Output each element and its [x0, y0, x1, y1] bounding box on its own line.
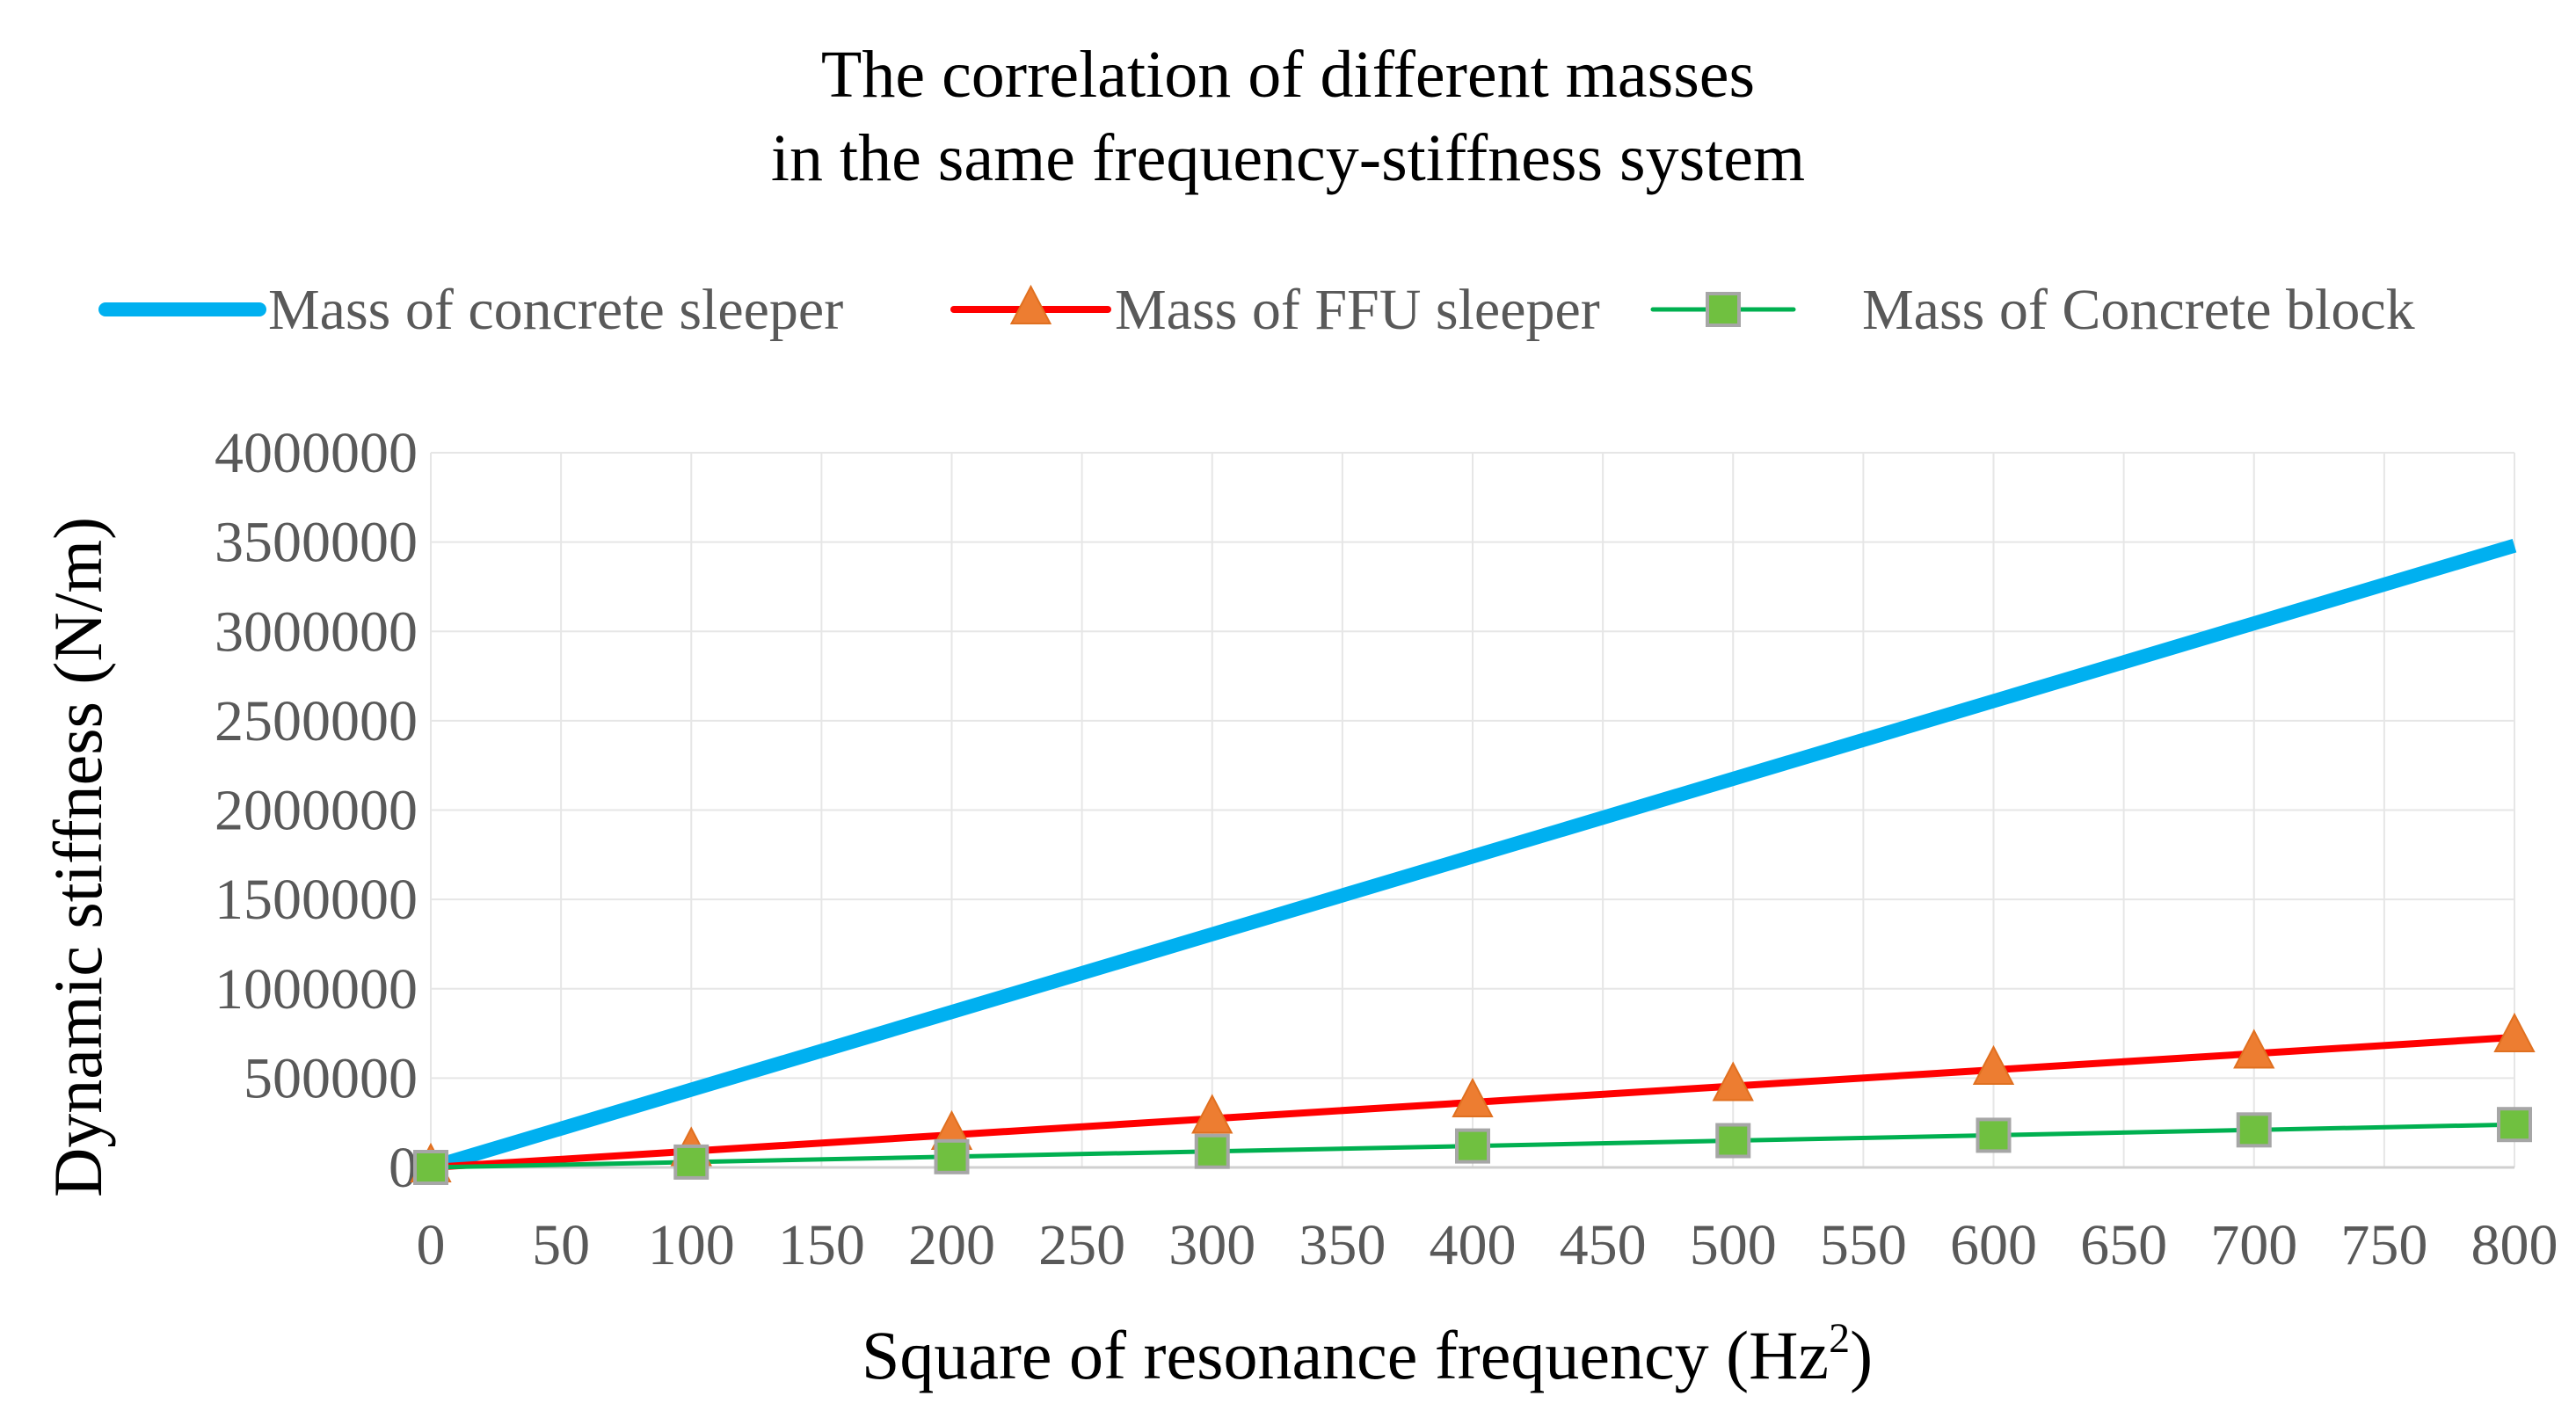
- grid: [430, 452, 2515, 1169]
- series-line-1: [428, 539, 2517, 1174]
- square-marker: [673, 1144, 709, 1180]
- y-axis-title: Dynamic stiffness (N/m): [40, 517, 116, 1197]
- y-axis-ticks: 0 500000 1000000 1500000 2000000 2500000 30000…: [215, 421, 418, 1200]
- legend-square-marker: [1706, 292, 1741, 327]
- y-tick-label: 1000000: [215, 957, 418, 1021]
- y-tick-label: 2500000: [215, 689, 418, 753]
- square-marker: [2236, 1112, 2272, 1148]
- series-markers: [410, 1012, 2536, 1185]
- y-tick-label: 0: [389, 1136, 418, 1200]
- y-tick-label: 3500000: [215, 511, 418, 575]
- triangle-marker: [2493, 1012, 2536, 1053]
- square-marker: [1715, 1123, 1751, 1159]
- legend-label-1: Mass of concrete sleeper: [268, 278, 843, 342]
- triangle-marker: [1712, 1061, 1754, 1101]
- x-tick-label: 450: [1560, 1213, 1647, 1277]
- square-marker: [1455, 1128, 1490, 1164]
- x-tick-label: 250: [1038, 1213, 1125, 1277]
- y-tick-label: 500000: [244, 1046, 418, 1110]
- x-axis-title-superscript: 2: [1829, 1315, 1850, 1362]
- x-tick-label: 150: [778, 1213, 865, 1277]
- square-marker: [1194, 1133, 1230, 1169]
- x-axis-ticks: 0 50 100 150 200 250 300 350 400 450 500 550 600 650 7…: [417, 1213, 2558, 1277]
- y-tick-label: 4000000: [215, 421, 418, 485]
- triangle-marker: [2233, 1029, 2275, 1069]
- x-axis-title-main: Square of resonance frequency (Hz: [862, 1317, 1829, 1393]
- x-tick-label: 600: [1950, 1213, 2037, 1277]
- x-tick-label: 200: [908, 1213, 995, 1277]
- triangle-marker: [1191, 1094, 1233, 1134]
- chart-title-line-2: in the same frequency-stiffness system: [771, 121, 1805, 195]
- square-marker: [2497, 1107, 2532, 1143]
- triangle-marker: [1972, 1044, 2015, 1086]
- legend-triangle-marker: [1009, 284, 1052, 324]
- x-tick-label: 650: [2080, 1213, 2167, 1277]
- y-tick-label: 1500000: [215, 868, 418, 932]
- x-tick-label: 0: [417, 1213, 446, 1277]
- legend: Mass of concrete sleeper Mass of FFU slee…: [98, 278, 2415, 342]
- x-tick-label: 500: [1690, 1213, 1777, 1277]
- x-axis-title-close: ): [1850, 1317, 1873, 1393]
- x-tick-label: 800: [2471, 1213, 2558, 1277]
- x-tick-label: 550: [1820, 1213, 1907, 1277]
- square-marker: [1976, 1117, 2012, 1153]
- x-tick-label: 750: [2340, 1213, 2427, 1277]
- x-tick-label: 350: [1299, 1213, 1386, 1277]
- legend-label-3: Mass of Concrete block: [1862, 278, 2415, 342]
- y-tick-label: 3000000: [215, 600, 418, 664]
- chart-title: The correlation of different masses in t…: [771, 38, 1805, 195]
- square-marker: [413, 1150, 448, 1185]
- x-tick-label: 700: [2210, 1213, 2297, 1277]
- chart-title-line-1: The correlation of different masses: [821, 38, 1755, 112]
- x-axis-title: Square of resonance frequency (Hz2): [862, 1315, 1873, 1393]
- x-tick-label: 50: [532, 1213, 590, 1277]
- square-marker: [934, 1138, 970, 1174]
- y-tick-label: 2000000: [215, 779, 418, 843]
- x-tick-label: 400: [1430, 1213, 1517, 1277]
- x-tick-label: 300: [1168, 1213, 1255, 1277]
- triangle-marker: [1452, 1077, 1494, 1118]
- legend-label-2: Mass of FFU sleeper: [1115, 278, 1600, 342]
- x-tick-label: 100: [648, 1213, 735, 1277]
